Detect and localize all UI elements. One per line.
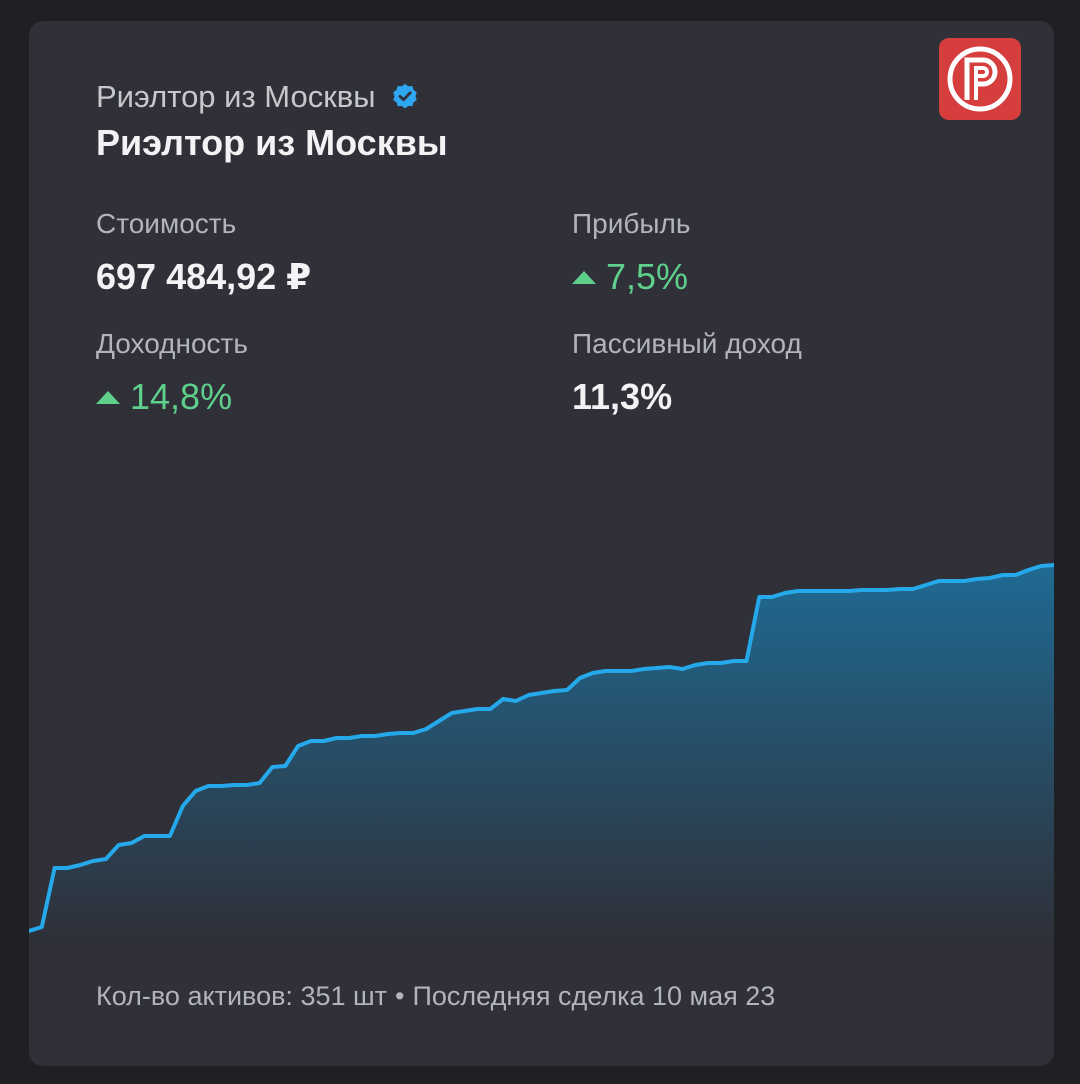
verified-badge-icon <box>390 82 420 112</box>
portfolio-title: Риэлтор из Москвы <box>96 122 448 163</box>
passive-value: 11,3% <box>572 376 673 417</box>
metric-passive-income: Пассивный доход 11,3% <box>572 327 802 417</box>
metric-yield: Доходность 14,8% <box>96 327 248 417</box>
up-arrow-icon <box>96 390 120 404</box>
metric-cost: Стоимость 697 484,92 ₽ <box>96 207 311 297</box>
yield-value: 14,8% <box>130 376 233 417</box>
author-row[interactable]: Риэлтор из Москвы <box>96 77 420 117</box>
yield-label: Доходность <box>96 328 248 359</box>
p-logo-icon <box>939 38 1021 120</box>
chart-svg <box>29 563 1054 941</box>
passive-label: Пассивный доход <box>572 328 802 359</box>
profit-value: 7,5% <box>606 256 689 297</box>
cost-label: Стоимость <box>96 208 237 239</box>
cost-value: 697 484,92 ₽ <box>96 256 312 297</box>
up-arrow-icon <box>572 270 596 284</box>
assets-count: Кол-во активов: 351 шт <box>96 981 388 1011</box>
yield-value-row: 14,8% <box>96 377 248 417</box>
chart-series-line <box>29 563 1054 933</box>
footer-info: Кол-во активов: 351 шт • Последняя сделка … <box>96 979 775 1013</box>
last-deal: Последняя сделка 10 мая 23 <box>412 981 776 1011</box>
chart-area-fill <box>29 565 1054 941</box>
portfolio-card[interactable]: Риэлтор из Москвы Риэлтор из Москвы Стои… <box>29 21 1054 1066</box>
metric-profit: Прибыль 7,5% <box>572 207 690 297</box>
portfolio-chart[interactable] <box>29 521 1054 941</box>
footer-separator: • <box>395 981 405 1011</box>
profit-value-row: 7,5% <box>572 257 690 297</box>
author-name[interactable]: Риэлтор из Москвы <box>96 79 376 114</box>
profit-label: Прибыль <box>572 208 691 239</box>
